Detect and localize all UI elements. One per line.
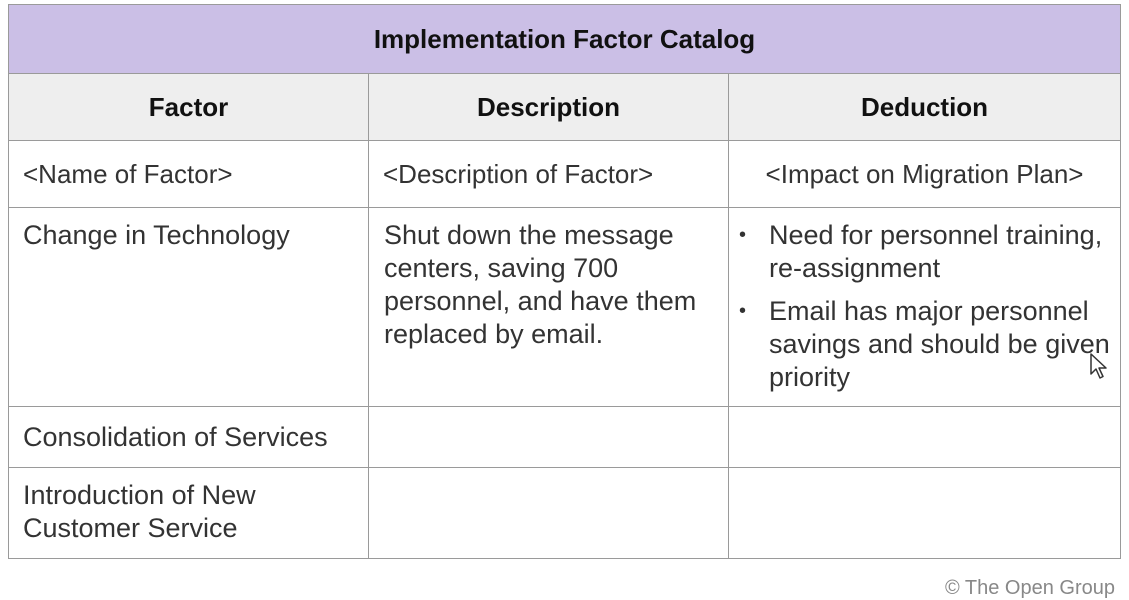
column-header-deduction: Deduction xyxy=(727,73,1122,141)
deduction-bullet-list: • Need for personnel training, re-assign… xyxy=(729,208,1120,394)
table-title: Implementation Factor Catalog xyxy=(7,4,1122,74)
column-header-description: Description xyxy=(368,73,729,141)
description-cell: <Description of Factor> xyxy=(368,140,729,208)
deduction-bullet-text: Need for personnel training, re-assignme… xyxy=(769,220,1103,283)
copyright-notice: © The Open Group xyxy=(944,577,1115,599)
table-row: Introduction of New Customer Service xyxy=(8,467,1122,559)
factor-cell: Change in Technology xyxy=(8,207,369,407)
table-row: <Name of Factor> <Description of Factor>… xyxy=(8,140,1122,208)
factor-text: <Name of Factor> xyxy=(23,158,233,189)
deduction-bullet-text: Email has major personnel savings and sh… xyxy=(769,296,1110,392)
factor-text: Change in Technology xyxy=(23,220,290,250)
deduction-text: <Impact on Migration Plan> xyxy=(765,158,1084,189)
description-cell xyxy=(368,406,729,468)
description-cell xyxy=(368,467,729,559)
deduction-cell xyxy=(727,406,1122,468)
deduction-cell xyxy=(727,467,1122,559)
bullet-icon: • xyxy=(739,300,747,322)
deduction-cell: • Need for personnel training, re-assign… xyxy=(727,207,1122,407)
factor-cell: <Name of Factor> xyxy=(8,140,369,208)
column-header-factor: Factor xyxy=(8,73,369,141)
factor-text: Consolidation of Services xyxy=(23,421,328,452)
mouse-pointer-icon xyxy=(1090,353,1107,379)
table-row: Consolidation of Services xyxy=(8,406,1122,468)
bullet-icon: • xyxy=(739,224,747,246)
description-text: Shut down the message centers, saving 70… xyxy=(384,220,697,349)
deduction-cell: <Impact on Migration Plan> xyxy=(727,140,1122,208)
header-row: Factor Description Deduction xyxy=(8,73,1122,141)
deduction-bullet-item: • Need for personnel training, re-assign… xyxy=(737,219,1110,285)
factor-cell: Introduction of New Customer Service xyxy=(8,467,369,559)
table-row: Change in Technology Shut down the messa… xyxy=(8,207,1122,407)
description-text: <Description of Factor> xyxy=(383,158,654,189)
title-row: Implementation Factor Catalog xyxy=(7,4,1122,74)
description-cell: Shut down the message centers, saving 70… xyxy=(368,207,729,407)
factor-cell: Consolidation of Services xyxy=(8,406,369,468)
factor-text: Introduction of New Customer Service xyxy=(23,480,256,543)
implementation-factor-table: Implementation Factor Catalog Factor Des… xyxy=(7,4,1122,559)
deduction-bullet-item: • Email has major personnel savings and … xyxy=(737,295,1110,394)
